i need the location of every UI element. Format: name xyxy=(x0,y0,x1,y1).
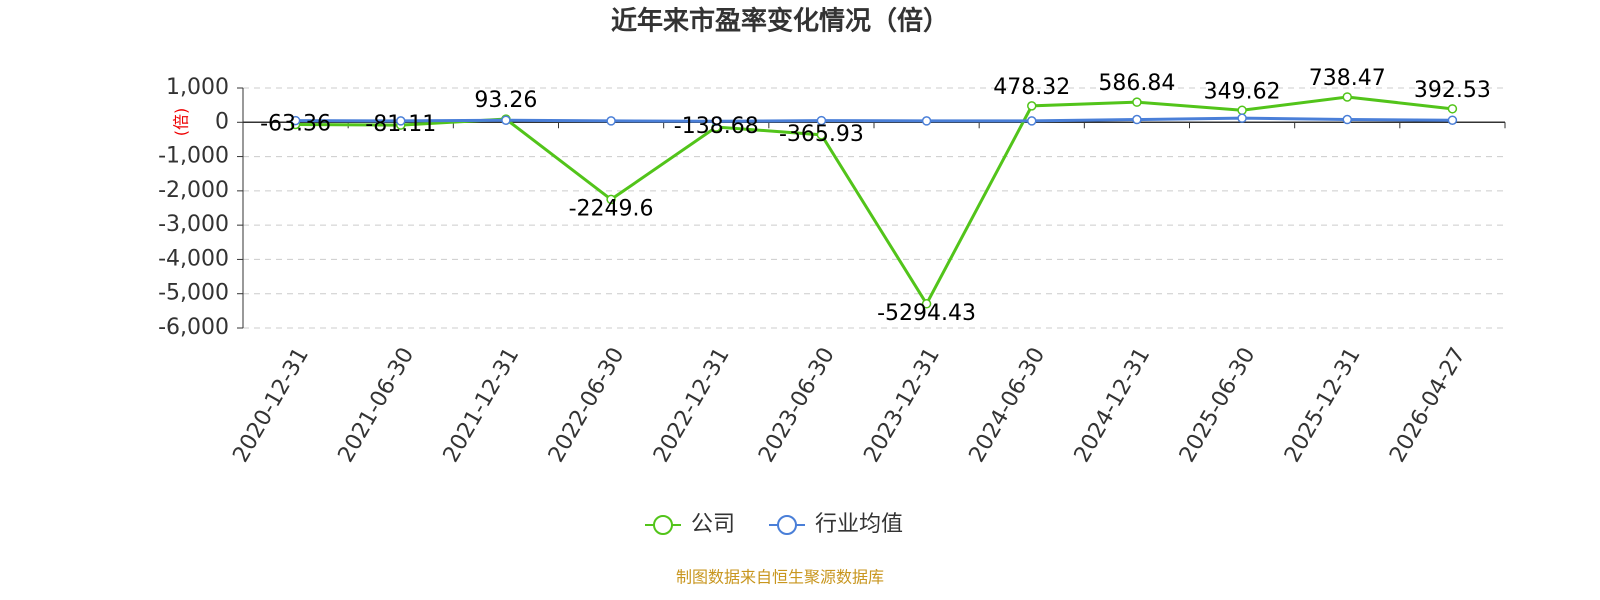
y-tick-label: 1,000 xyxy=(166,75,229,100)
point xyxy=(1237,113,1247,123)
x-tick-label: 2021-12-31 xyxy=(439,344,525,467)
chart-title: 近年来市盈率变化情况（倍） xyxy=(611,6,949,37)
point xyxy=(1342,92,1352,102)
point xyxy=(921,116,932,126)
y-tick-label: -3,000 xyxy=(158,212,229,237)
point xyxy=(501,115,511,125)
data-label: -2249.6 xyxy=(569,196,654,221)
x-tick-label: 2023-06-30 xyxy=(754,344,840,467)
legend-label: 公司 xyxy=(691,512,735,537)
legend-marker xyxy=(777,515,797,535)
y-tick-label: -5,000 xyxy=(158,281,229,306)
source-note: 制图数据来自恒生聚源数据库 xyxy=(676,568,884,587)
x-tick-label: 2026-04-27 xyxy=(1385,344,1471,467)
x-tick-label: 2022-12-31 xyxy=(649,344,735,467)
point xyxy=(816,130,827,140)
data-label: 738.47 xyxy=(1309,66,1386,91)
series-line xyxy=(295,116,1453,123)
data-label: -81.11 xyxy=(365,112,436,137)
data-label: 93.26 xyxy=(474,88,537,113)
data-label: 478.32 xyxy=(993,75,1070,100)
data-label: -365.93 xyxy=(779,122,864,147)
point xyxy=(1027,116,1037,126)
x-tick-label: 2020-12-31 xyxy=(228,344,314,467)
data-label: -63.36 xyxy=(260,111,331,136)
x-tick-label: 2024-06-30 xyxy=(965,344,1051,467)
data-label: -5294.43 xyxy=(877,301,976,326)
point xyxy=(1027,101,1037,111)
data-label: -138.68 xyxy=(674,114,759,139)
data-label: 586.84 xyxy=(1098,71,1175,96)
x-tick-label: 2023-12-31 xyxy=(859,344,945,467)
x-tick-label: 2024-12-31 xyxy=(1070,344,1156,467)
point xyxy=(1132,97,1142,107)
x-tick-label: 2025-12-31 xyxy=(1280,344,1366,467)
y-axis-label: (倍) xyxy=(172,108,191,137)
point xyxy=(1447,115,1458,125)
legend-marker xyxy=(653,515,673,535)
data-label: 392.53 xyxy=(1414,78,1491,103)
y-tick-label: -1,000 xyxy=(158,144,229,169)
point xyxy=(711,116,721,127)
legend-label: 行业均值 xyxy=(815,512,903,537)
point xyxy=(1447,104,1458,114)
point xyxy=(606,194,616,205)
y-tick-label: -4,000 xyxy=(158,246,229,271)
x-tick-label: 2022-06-30 xyxy=(544,344,630,467)
y-tick-label: -2,000 xyxy=(158,178,229,203)
y-tick-label: -6,000 xyxy=(158,315,229,340)
point xyxy=(606,116,616,126)
x-tick-label: 2021-06-30 xyxy=(334,344,420,467)
data-label: 349.62 xyxy=(1204,79,1281,104)
y-tick-label: 0 xyxy=(215,109,229,134)
point xyxy=(396,116,406,126)
point xyxy=(1132,114,1142,125)
point xyxy=(290,115,301,126)
point xyxy=(921,299,932,309)
x-tick-label: 2025-06-30 xyxy=(1175,344,1261,467)
point xyxy=(1237,105,1247,116)
point xyxy=(1342,114,1352,125)
point xyxy=(816,115,827,126)
